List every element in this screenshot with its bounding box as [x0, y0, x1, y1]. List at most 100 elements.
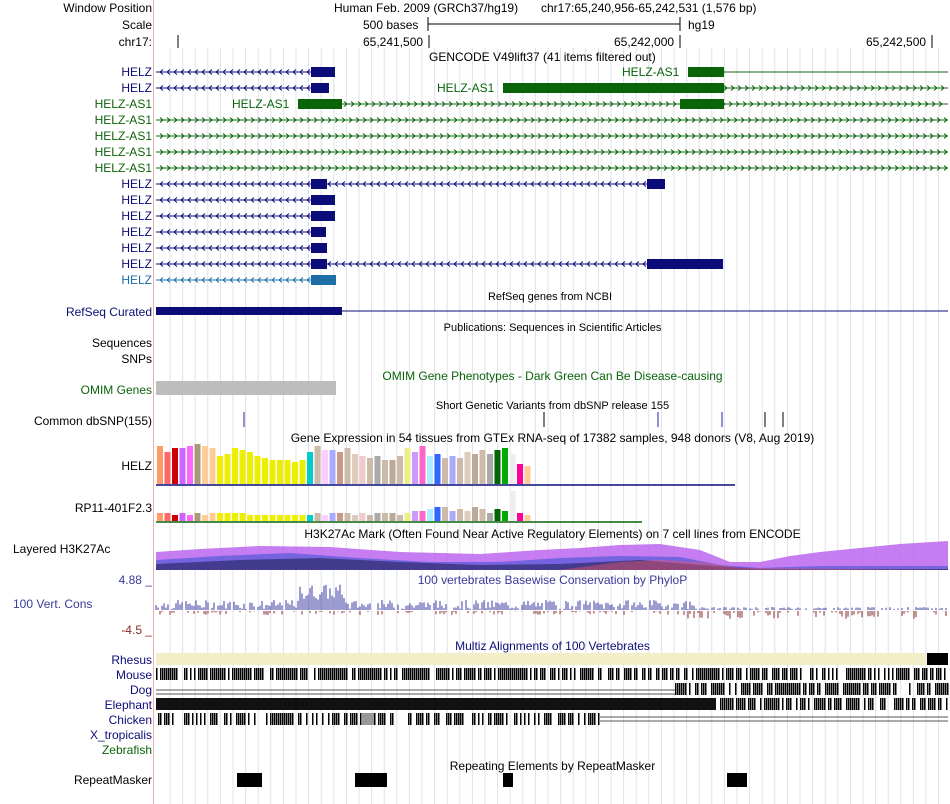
strand-arrow: [628, 165, 633, 171]
strand-arrow: [607, 149, 612, 155]
strand-arrow: [208, 261, 213, 267]
species-label[interactable]: Chicken: [108, 713, 152, 727]
mouse-block: [874, 668, 876, 680]
strand-arrow: [684, 133, 689, 139]
species-label[interactable]: Elephant: [104, 698, 152, 712]
strand-arrow: [208, 277, 213, 283]
species-label[interactable]: Rhesus: [111, 653, 152, 667]
elephant-block: [834, 698, 836, 710]
gencode-row-label[interactable]: HELZ: [121, 273, 152, 287]
gencode-inline-label[interactable]: HELZ-AS1: [232, 97, 290, 111]
mouse-block: [686, 668, 688, 680]
dog-block: [729, 683, 731, 695]
gencode-inline-label[interactable]: HELZ-AS1: [437, 81, 495, 95]
strand-arrow: [889, 101, 894, 107]
mouse-block: [236, 668, 238, 680]
gencode-row-label[interactable]: HELZ: [121, 193, 152, 207]
chicken-block: [426, 713, 428, 725]
species-label[interactable]: Zebrafish: [101, 743, 152, 757]
strand-arrow: [810, 149, 815, 155]
exon-block: [311, 195, 335, 205]
gtex-helz-label[interactable]: HELZ: [121, 459, 152, 473]
mouse-block: [386, 668, 388, 680]
species-label[interactable]: X_tropicalis: [89, 728, 152, 742]
strand-arrow: [460, 181, 465, 187]
strand-arrow: [810, 165, 815, 171]
gtex-rp-bar: [457, 509, 463, 521]
chicken-block: [248, 713, 250, 725]
strand-arrow: [208, 213, 213, 219]
mouse-block: [354, 668, 356, 680]
strand-arrow: [775, 165, 780, 171]
gencode-row-label[interactable]: HELZ: [121, 177, 152, 191]
refseq-label[interactable]: RefSeq Curated: [65, 305, 152, 319]
strand-arrow: [705, 165, 710, 171]
strand-arrow: [159, 277, 164, 283]
snps-label[interactable]: SNPs: [121, 352, 152, 366]
mouse-block: [452, 668, 454, 680]
gencode-row-label[interactable]: HELZ-AS1: [94, 145, 152, 159]
strand-arrow: [621, 181, 626, 187]
sequences-label[interactable]: Sequences: [91, 336, 152, 350]
strand-arrow: [243, 133, 248, 139]
chicken-block: [240, 713, 242, 725]
strand-arrow: [866, 149, 871, 155]
gencode-row-label[interactable]: HELZ: [121, 209, 152, 223]
strand-arrow: [201, 261, 206, 267]
species-label[interactable]: Mouse: [115, 668, 152, 682]
h3k27ac-label[interactable]: Layered H3K27Ac: [13, 542, 111, 556]
mouse-block: [656, 668, 658, 680]
strand-arrow: [229, 213, 234, 219]
strand-arrow: [901, 149, 906, 155]
mouse-block: [524, 668, 526, 680]
mouse-block: [204, 668, 206, 680]
strand-arrow: [551, 133, 556, 139]
strand-arrow: [719, 165, 724, 171]
gencode-inline-label[interactable]: HELZ-AS1: [622, 65, 680, 79]
gencode-row-label[interactable]: HELZ: [121, 65, 152, 79]
strand-arrow: [159, 85, 164, 91]
repeat-label[interactable]: RepeatMasker: [73, 773, 152, 787]
mouse-block: [238, 668, 240, 680]
strand-arrow: [723, 85, 728, 91]
strand-arrow: [278, 229, 283, 235]
gencode-row-label[interactable]: HELZ-AS1: [94, 129, 152, 143]
mouse-block: [940, 668, 942, 680]
gencode-row-label[interactable]: HELZ-AS1: [94, 161, 152, 175]
strand-arrow: [523, 149, 528, 155]
species-label[interactable]: Dog: [129, 683, 152, 697]
gencode-row-label[interactable]: HELZ: [121, 81, 152, 95]
strand-arrow: [789, 117, 794, 123]
dog-block: [777, 683, 779, 695]
chicken-block: [254, 713, 256, 725]
gencode-row-label[interactable]: HELZ-AS1: [94, 113, 152, 127]
chicken-block: [284, 713, 286, 725]
elephant-block: [864, 698, 866, 710]
dbsnp-label[interactable]: Common dbSNP(155): [33, 414, 152, 428]
cons-label[interactable]: 100 Vert. Cons: [13, 597, 93, 611]
strand-arrow: [215, 229, 220, 235]
elephant-block: [776, 698, 778, 710]
strand-arrow: [502, 133, 507, 139]
omim-label[interactable]: OMIM Genes: [80, 383, 152, 397]
label-separator: [153, 0, 154, 804]
strand-arrow: [607, 181, 612, 187]
gencode-row-label[interactable]: HELZ: [121, 241, 152, 255]
gencode-row-label[interactable]: HELZ: [121, 225, 152, 239]
gencode-row-label[interactable]: HELZ-AS1: [94, 97, 152, 111]
strand-arrow: [546, 101, 551, 107]
strand-arrow: [525, 101, 530, 107]
chicken-block: [328, 713, 330, 725]
strand-arrow: [453, 133, 458, 139]
strand-arrow: [859, 133, 864, 139]
chicken-block: [594, 713, 596, 725]
mouse-block: [494, 668, 496, 680]
gtex-helz-bar: [337, 452, 343, 484]
strand-arrow: [166, 277, 171, 283]
mouse-block: [774, 668, 776, 680]
chicken-block: [334, 713, 336, 725]
gtex-rp-label[interactable]: RP11-401F2.3: [74, 501, 152, 515]
mouse-block: [370, 668, 372, 680]
gencode-row-label[interactable]: HELZ: [121, 257, 152, 271]
